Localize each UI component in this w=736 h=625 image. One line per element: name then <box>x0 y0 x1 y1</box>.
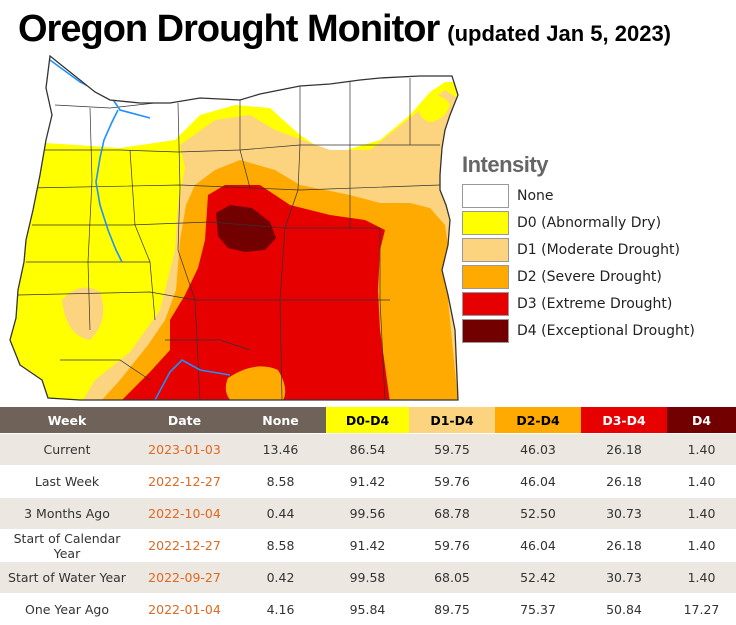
row-label: Start of Calendar Year <box>0 530 134 562</box>
row-label: One Year Ago <box>0 594 134 625</box>
percent-cell: 1.40 <box>667 466 736 498</box>
date-cell: 2022-10-04 <box>134 498 235 530</box>
percent-cell: 91.42 <box>326 530 409 562</box>
percent-cell: 99.56 <box>326 498 409 530</box>
percent-cell: 59.76 <box>409 466 495 498</box>
drought-zones <box>0 50 460 402</box>
percent-cell: 59.76 <box>409 530 495 562</box>
column-header: Date <box>134 407 235 434</box>
legend-swatch <box>462 238 509 262</box>
column-header: Week <box>0 407 134 434</box>
legend-label: D4 (Exceptional Drought) <box>517 323 695 339</box>
legend-label: D2 (Severe Drought) <box>517 269 662 285</box>
percent-cell: 17.27 <box>667 594 736 625</box>
legend-title: Intensity <box>462 152 695 178</box>
legend-label: D0 (Abnormally Dry) <box>517 215 661 231</box>
percent-cell: 68.05 <box>409 562 495 594</box>
legend-item: D1 (Moderate Drought) <box>462 236 695 263</box>
percent-cell: 59.75 <box>409 434 495 466</box>
percent-cell: 46.04 <box>495 466 581 498</box>
percent-cell: 68.78 <box>409 498 495 530</box>
percent-cell: 13.46 <box>235 434 326 466</box>
percent-cell: 46.03 <box>495 434 581 466</box>
legend-label: D1 (Moderate Drought) <box>517 242 680 258</box>
percent-cell: 0.44 <box>235 498 326 530</box>
legend-item: D2 (Severe Drought) <box>462 263 695 290</box>
percent-cell: 8.58 <box>235 530 326 562</box>
percent-cell: 30.73 <box>581 498 667 530</box>
column-header: D2-D4 <box>495 407 581 434</box>
legend-label: D3 (Extreme Drought) <box>517 296 672 312</box>
percent-cell: 86.54 <box>326 434 409 466</box>
row-label: Last Week <box>0 466 134 498</box>
percent-cell: 30.73 <box>581 562 667 594</box>
map-title: Oregon Drought Monitor <box>18 8 439 50</box>
percent-cell: 1.40 <box>667 434 736 466</box>
percent-cell: 50.84 <box>581 594 667 625</box>
row-label: 3 Months Ago <box>0 498 134 530</box>
percent-cell: 26.18 <box>581 466 667 498</box>
legend-swatch <box>462 292 509 316</box>
percent-cell: 75.37 <box>495 594 581 625</box>
percent-cell: 1.40 <box>667 498 736 530</box>
legend-label: None <box>517 188 554 204</box>
date-cell: 2023-01-03 <box>134 434 235 466</box>
percent-cell: 52.50 <box>495 498 581 530</box>
legend-swatch <box>462 265 509 289</box>
percent-cell: 26.18 <box>581 530 667 562</box>
percent-cell: 91.42 <box>326 466 409 498</box>
column-header: D4 <box>667 407 736 434</box>
column-header: D3-D4 <box>581 407 667 434</box>
date-cell: 2022-12-27 <box>134 466 235 498</box>
date-cell: 2022-12-27 <box>134 530 235 562</box>
column-header: None <box>235 407 326 434</box>
percent-cell: 89.75 <box>409 594 495 625</box>
legend-swatch <box>462 184 509 208</box>
legend-swatch <box>462 211 509 235</box>
column-header: D0-D4 <box>326 407 409 434</box>
percent-cell: 4.16 <box>235 594 326 625</box>
legend-item: D4 (Exceptional Drought) <box>462 317 695 344</box>
legend-items: None D0 (Abnormally Dry) D1 (Moderate Drou… <box>462 182 695 344</box>
column-header: D1-D4 <box>409 407 495 434</box>
percent-cell: 1.40 <box>667 530 736 562</box>
row-label: Start of Water Year <box>0 562 134 594</box>
percent-cell: 46.04 <box>495 530 581 562</box>
legend-item: None <box>462 182 695 209</box>
percent-cell: 26.18 <box>581 434 667 466</box>
legend-item: D0 (Abnormally Dry) <box>462 209 695 236</box>
map-legend: Intensity None D0 (Abnormally Dry) D1 (Mod… <box>462 152 695 344</box>
percent-cell: 99.58 <box>326 562 409 594</box>
percent-cell: 52.42 <box>495 562 581 594</box>
percent-cell: 8.58 <box>235 466 326 498</box>
percent-cell: 1.40 <box>667 562 736 594</box>
date-cell: 2022-01-04 <box>134 594 235 625</box>
page-title: Oregon Drought Monitor (updated Jan 5, 20… <box>18 8 671 51</box>
percent-cell: 95.84 <box>326 594 409 625</box>
date-cell: 2022-09-27 <box>134 562 235 594</box>
legend-swatch <box>462 319 509 343</box>
legend-item: D3 (Extreme Drought) <box>462 290 695 317</box>
update-date: (updated Jan 5, 2023) <box>447 21 671 46</box>
oregon-drought-map <box>0 50 460 402</box>
row-label: Current <box>0 434 134 466</box>
percent-cell: 0.42 <box>235 562 326 594</box>
